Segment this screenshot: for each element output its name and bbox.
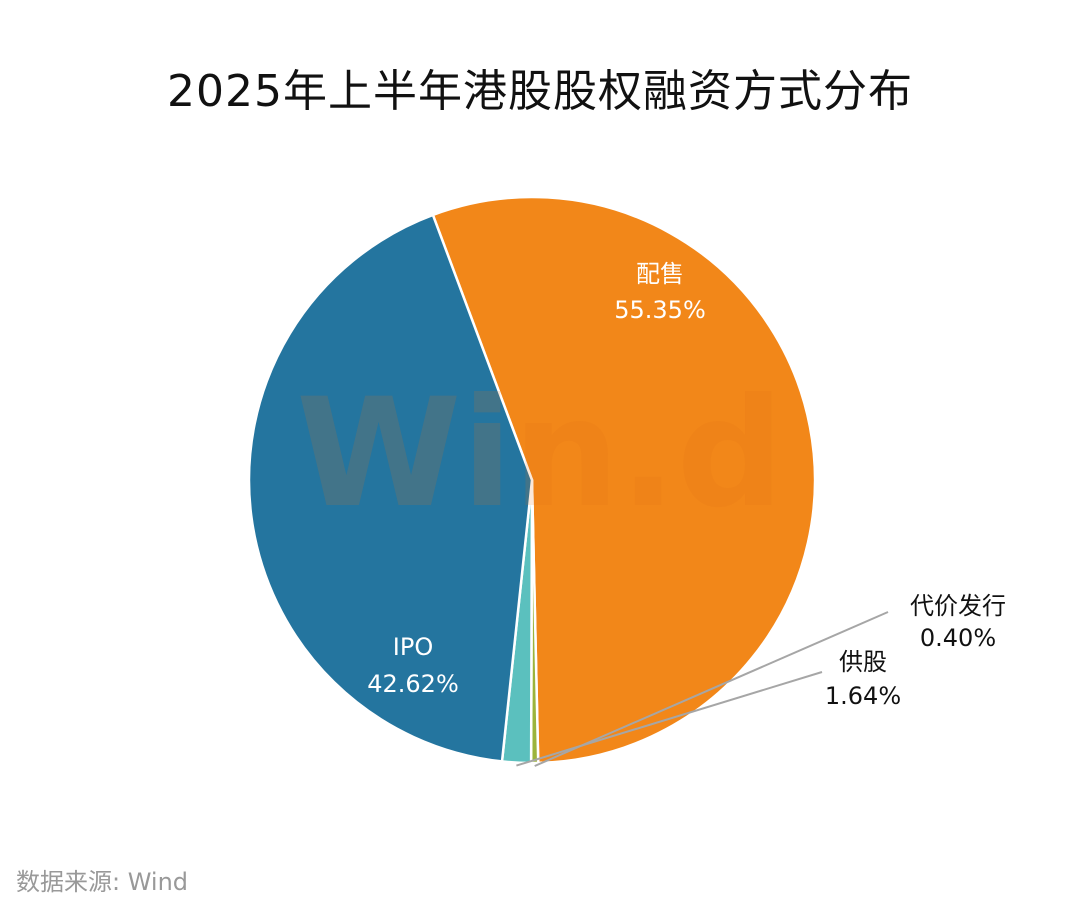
slice-配售 — [431, 195, 817, 765]
slice-label-value: 55.35% — [614, 296, 706, 324]
slice-label-name: 供股 — [839, 648, 887, 676]
chart-title: 2025年上半年港股股权融资方式分布 — [167, 66, 913, 117]
slice-label-value: 0.40% — [920, 624, 996, 652]
slice-label-name: 代价发行 — [910, 592, 1006, 620]
slice-labels: 配售 55.35% 代价发行 0.40% 供股 1.64% IPO 42.62% — [367, 260, 1006, 710]
leader-line — [516, 671, 823, 767]
slice-label-value: 1.64% — [825, 682, 901, 710]
data-source-note: 数据来源: Wind — [16, 868, 189, 896]
slice-label-value: 42.62% — [367, 670, 459, 698]
slice-IPO — [247, 213, 534, 763]
leader-lines — [516, 611, 889, 767]
pie-slices — [247, 195, 817, 765]
watermark: Win.d — [296, 367, 784, 541]
leader-line — [534, 611, 889, 767]
slice-label-name: 配售 — [636, 260, 684, 288]
slice-label-name: IPO — [393, 633, 433, 661]
